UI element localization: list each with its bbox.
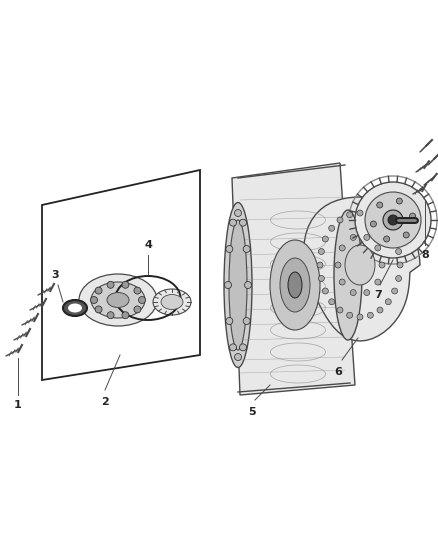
Circle shape xyxy=(384,236,390,242)
Ellipse shape xyxy=(68,303,82,312)
Text: 4: 4 xyxy=(144,240,152,250)
Circle shape xyxy=(377,307,383,313)
Circle shape xyxy=(350,235,356,240)
Text: 6: 6 xyxy=(334,367,342,377)
Circle shape xyxy=(337,307,343,313)
Circle shape xyxy=(403,232,409,238)
Circle shape xyxy=(396,248,402,255)
Circle shape xyxy=(364,289,370,296)
Circle shape xyxy=(226,246,233,253)
Circle shape xyxy=(392,288,398,294)
Circle shape xyxy=(365,192,421,248)
Ellipse shape xyxy=(334,210,362,340)
Circle shape xyxy=(335,262,341,268)
Circle shape xyxy=(91,296,98,303)
Ellipse shape xyxy=(153,289,191,315)
Circle shape xyxy=(364,235,370,240)
Circle shape xyxy=(375,279,381,285)
Circle shape xyxy=(240,219,247,226)
Circle shape xyxy=(243,246,250,253)
Circle shape xyxy=(234,209,241,216)
Text: 2: 2 xyxy=(101,397,109,407)
Circle shape xyxy=(318,248,325,255)
Circle shape xyxy=(410,213,416,219)
Circle shape xyxy=(371,221,376,227)
Circle shape xyxy=(337,217,343,223)
Circle shape xyxy=(107,312,114,319)
Polygon shape xyxy=(304,197,420,341)
Ellipse shape xyxy=(161,295,183,310)
Circle shape xyxy=(244,281,251,288)
Circle shape xyxy=(392,236,398,242)
Ellipse shape xyxy=(280,258,310,312)
Circle shape xyxy=(226,318,233,325)
Ellipse shape xyxy=(63,300,87,316)
Circle shape xyxy=(240,344,247,351)
Circle shape xyxy=(95,287,102,294)
Circle shape xyxy=(134,306,141,313)
Circle shape xyxy=(383,210,403,230)
Circle shape xyxy=(234,353,241,360)
Circle shape xyxy=(375,245,381,251)
Circle shape xyxy=(355,182,431,258)
Circle shape xyxy=(396,276,402,281)
Polygon shape xyxy=(42,170,200,380)
Circle shape xyxy=(385,299,391,305)
Circle shape xyxy=(122,312,129,319)
Ellipse shape xyxy=(288,272,302,298)
Circle shape xyxy=(225,281,232,288)
Ellipse shape xyxy=(107,293,129,308)
Circle shape xyxy=(379,262,385,268)
Circle shape xyxy=(377,217,383,223)
Circle shape xyxy=(107,281,114,288)
Text: 5: 5 xyxy=(248,407,256,417)
Ellipse shape xyxy=(91,282,145,318)
Circle shape xyxy=(367,312,373,318)
Ellipse shape xyxy=(345,245,375,285)
Ellipse shape xyxy=(79,274,157,326)
Circle shape xyxy=(388,215,398,225)
Circle shape xyxy=(377,202,383,208)
Circle shape xyxy=(138,296,145,303)
Text: 3: 3 xyxy=(51,270,59,280)
Circle shape xyxy=(339,245,345,251)
Circle shape xyxy=(317,262,323,268)
Circle shape xyxy=(230,344,237,351)
Circle shape xyxy=(322,236,328,242)
Ellipse shape xyxy=(270,240,320,330)
Circle shape xyxy=(95,306,102,313)
Circle shape xyxy=(134,287,141,294)
Circle shape xyxy=(339,279,345,285)
Circle shape xyxy=(385,225,391,231)
Circle shape xyxy=(357,210,363,216)
Circle shape xyxy=(350,289,356,296)
Text: 8: 8 xyxy=(421,250,429,260)
Circle shape xyxy=(318,276,325,281)
Ellipse shape xyxy=(229,220,247,350)
Circle shape xyxy=(346,312,353,318)
Circle shape xyxy=(397,262,403,268)
Circle shape xyxy=(230,219,237,226)
Circle shape xyxy=(346,212,353,218)
Ellipse shape xyxy=(224,203,252,367)
Circle shape xyxy=(328,299,335,305)
Circle shape xyxy=(328,225,335,231)
Text: 7: 7 xyxy=(374,290,382,300)
Circle shape xyxy=(122,281,129,288)
Text: 1: 1 xyxy=(14,400,22,410)
Circle shape xyxy=(367,212,373,218)
Circle shape xyxy=(243,318,250,325)
Circle shape xyxy=(396,198,403,204)
Polygon shape xyxy=(232,163,355,395)
Circle shape xyxy=(322,288,328,294)
Circle shape xyxy=(357,314,363,320)
